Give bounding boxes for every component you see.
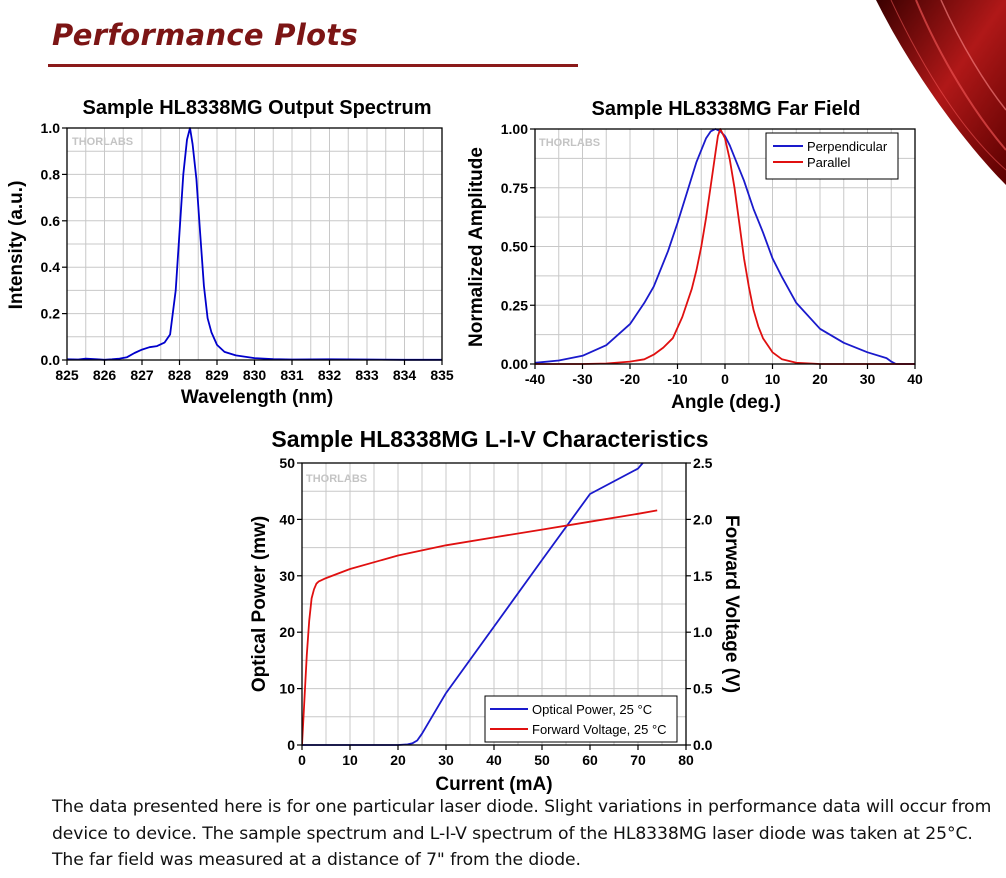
x-tick-label: 834	[393, 367, 417, 383]
x-tick-label: 826	[93, 367, 117, 383]
y-tick-label: 0.00	[501, 356, 528, 372]
title-divider	[48, 64, 578, 67]
x-tick-label: 828	[168, 367, 192, 383]
x-tick-label: 20	[812, 371, 828, 387]
y-tick-label: 50	[279, 455, 295, 471]
y2-tick-label: 0.0	[693, 737, 713, 753]
x-tick-label: -10	[667, 371, 687, 387]
y-axis-label: Intensity (a.u.)	[6, 181, 27, 310]
chart-title: Sample HL8338MG Far Field	[592, 98, 861, 120]
x-axis-label: Angle (deg.)	[671, 392, 781, 413]
x-tick-label: 30	[860, 371, 876, 387]
thorlabs-watermark: THORLABS	[72, 136, 133, 148]
x-tick-label: -30	[572, 371, 592, 387]
y-axis-label: Optical Power (mw)	[249, 516, 270, 692]
y2-tick-label: 2.0	[693, 511, 713, 527]
x-tick-label: 50	[534, 752, 550, 768]
x-tick-label: -20	[620, 371, 640, 387]
y-tick-label: 0.25	[501, 297, 528, 313]
y-tick-label: 0	[287, 737, 295, 753]
legend-perpendicular: Perpendicular	[807, 139, 888, 154]
y-tick-label: 0.0	[41, 352, 61, 368]
y-tick-label: 10	[279, 681, 295, 697]
x-axis-label: Wavelength (nm)	[181, 387, 333, 408]
x-tick-label: 30	[438, 752, 454, 768]
y2-axis-label: Forward Voltage (V)	[721, 515, 742, 693]
description-text: The data presented here is for one parti…	[52, 797, 992, 870]
x-tick-label: 10	[342, 752, 358, 768]
y-tick-label: 0.8	[41, 166, 61, 182]
far-field-chart: Sample HL8338MG Far Field Angle (deg.) N…	[466, 98, 923, 413]
x-tick-label: 60	[582, 752, 598, 768]
x-tick-label: 825	[55, 367, 79, 383]
page-title: Performance Plots	[52, 18, 359, 52]
chart-legend: Optical Power, 25 °C Forward Voltage, 25…	[484, 695, 678, 743]
x-tick-label: 829	[205, 367, 229, 383]
y2-tick-label: 1.5	[693, 568, 713, 584]
x-tick-label: 831	[280, 367, 304, 383]
x-tick-label: 70	[630, 752, 646, 768]
chart-legend: Perpendicular Parallel	[765, 132, 899, 180]
y-tick-label: 30	[279, 568, 295, 584]
x-tick-label: 20	[390, 752, 406, 768]
y2-tick-label: 1.0	[693, 624, 713, 640]
spectrum-chart: Sample HL8338MG Output Spectrum Waveleng…	[6, 97, 454, 408]
x-axis-label: Current (mA)	[435, 774, 552, 795]
y2-tick-label: 2.5	[693, 455, 713, 471]
series-line-spectrum	[67, 127, 442, 361]
chart-title: Sample HL8338MG Output Spectrum	[83, 97, 432, 119]
x-tick-label: 835	[430, 367, 454, 383]
x-tick-label: 0	[298, 752, 306, 768]
y-axis-label: Normalized Amplitude	[466, 147, 487, 347]
y2-tick-label: 0.5	[693, 681, 713, 697]
liv-chart: Sample HL8338MG L-I-V Characteristics Cu…	[249, 426, 742, 795]
y-tick-label: 40	[279, 511, 295, 527]
x-tick-label: -40	[525, 371, 545, 387]
corner-swoosh-graphic	[876, 0, 1006, 185]
legend-optical-power: Optical Power, 25 °C	[532, 702, 652, 717]
y-tick-label: 0.4	[41, 259, 61, 275]
x-tick-label: 832	[318, 367, 342, 383]
y-tick-label: 0.50	[501, 239, 528, 255]
x-tick-label: 40	[486, 752, 502, 768]
x-tick-label: 10	[765, 371, 781, 387]
x-tick-label: 80	[678, 752, 694, 768]
x-tick-label: 0	[721, 371, 729, 387]
y-tick-label: 20	[279, 624, 295, 640]
legend-parallel: Parallel	[807, 155, 850, 170]
y-tick-label: 1.0	[41, 120, 61, 136]
x-tick-label: 833	[355, 367, 379, 383]
y-tick-label: 0.6	[41, 213, 61, 229]
chart-title: Sample HL8338MG L-I-V Characteristics	[271, 426, 708, 452]
x-tick-label: 40	[907, 371, 923, 387]
x-tick-label: 830	[243, 367, 267, 383]
series-line-perpendicular	[535, 128, 915, 365]
thorlabs-watermark: THORLABS	[539, 137, 600, 149]
x-tick-label: 827	[130, 367, 154, 383]
y-tick-label: 1.00	[501, 121, 528, 137]
y-tick-label: 0.75	[501, 180, 528, 196]
series-line-forward-voltage-25-c	[302, 509, 658, 746]
y-tick-label: 0.2	[41, 306, 61, 322]
legend-forward-voltage: Forward Voltage, 25 °C	[532, 722, 667, 737]
thorlabs-watermark: THORLABS	[306, 473, 367, 485]
